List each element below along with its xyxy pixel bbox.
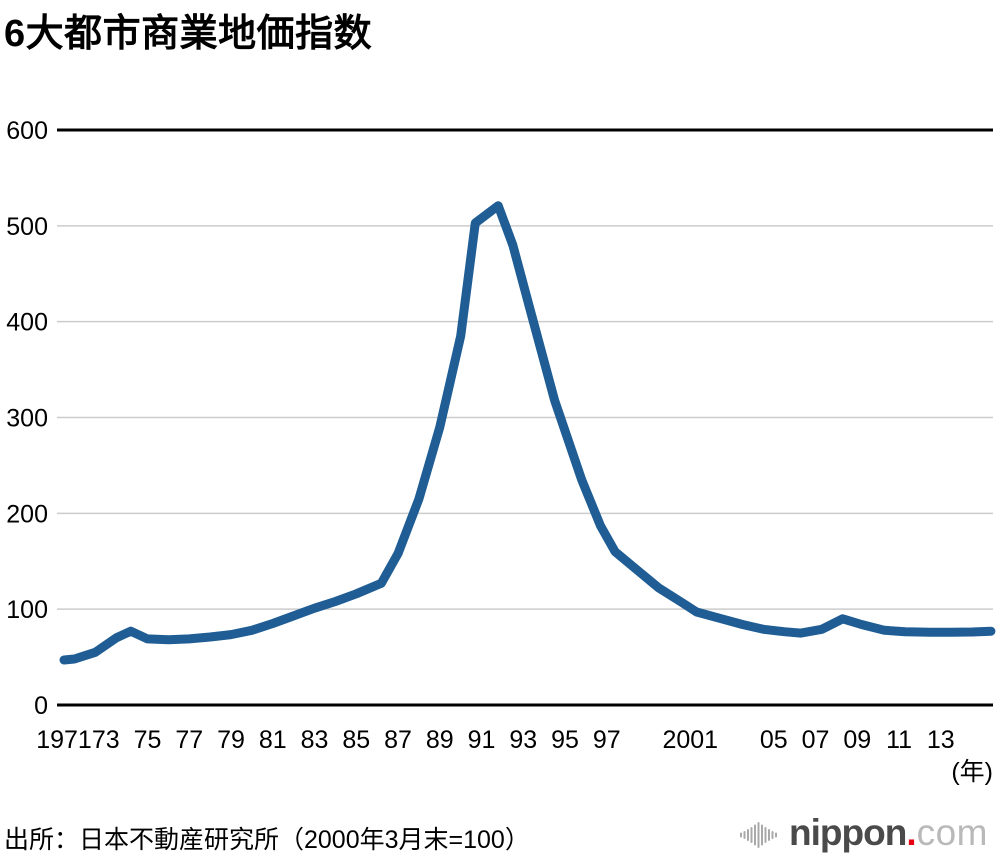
wave-bar (747, 829, 750, 841)
x-tick-label: 89 (426, 726, 454, 754)
x-tick-label: 81 (259, 726, 287, 754)
land-price-line-chart: 0 100 200 300 400 500 600 1971 73 75 77 79 81 83 85 87 8… (6, 117, 996, 786)
y-tick-label: 100 (6, 596, 48, 624)
logo-wordmark-name: nippon (789, 812, 907, 853)
x-tick-label: 11 (886, 726, 912, 754)
wave-bar (764, 827, 767, 843)
wave-bar (743, 831, 746, 839)
x-tick-label: 77 (175, 726, 203, 754)
x-axis-unit-label: (年) (951, 758, 993, 786)
x-tick-label: 07 (802, 726, 830, 754)
audio-wave-icon (740, 822, 778, 848)
y-tick-label: 300 (6, 405, 48, 433)
x-tick-label: 79 (217, 726, 245, 754)
logo-wordmark-tld: com (916, 812, 988, 853)
wave-bar (775, 832, 778, 838)
wave-bar (740, 832, 743, 838)
x-tick-label: 97 (593, 726, 621, 754)
wave-bar (750, 827, 753, 843)
x-tick-label: 95 (551, 726, 579, 754)
x-tick-label: 2001 (662, 726, 718, 754)
x-tick-label: 93 (509, 726, 537, 754)
x-tick-label: 83 (301, 726, 329, 754)
wave-bar (768, 829, 771, 841)
y-tick-label: 600 (6, 117, 48, 145)
x-tick-label: 1971 (36, 726, 92, 754)
logo-dot: . (906, 812, 917, 853)
wave-bar (754, 824, 757, 846)
y-tick-label: 200 (6, 500, 48, 528)
y-tick-label: 400 (6, 309, 48, 337)
x-tick-label: 85 (342, 726, 370, 754)
land-price-index-line (59, 201, 996, 665)
y-tick-label: 500 (6, 213, 48, 241)
wave-bar (761, 824, 764, 846)
wave-bar (771, 831, 774, 839)
x-tick-label: 09 (843, 726, 871, 754)
x-tick-label: 91 (468, 726, 496, 754)
source-note: 出所：日本不動産研究所（2000年3月末=100） (4, 826, 530, 854)
y-tick-label: 0 (34, 692, 48, 720)
nippon-logo: nippon . com (738, 812, 988, 854)
wave-bar (757, 822, 760, 848)
x-tick-label: 87 (384, 726, 412, 754)
x-tick-label: 75 (134, 726, 162, 754)
x-tick-label: 05 (760, 726, 788, 754)
x-tick-label: 13 (927, 726, 955, 754)
x-tick-label: 73 (92, 726, 120, 754)
page-title: 6大都市商業地価指数 (4, 13, 373, 55)
